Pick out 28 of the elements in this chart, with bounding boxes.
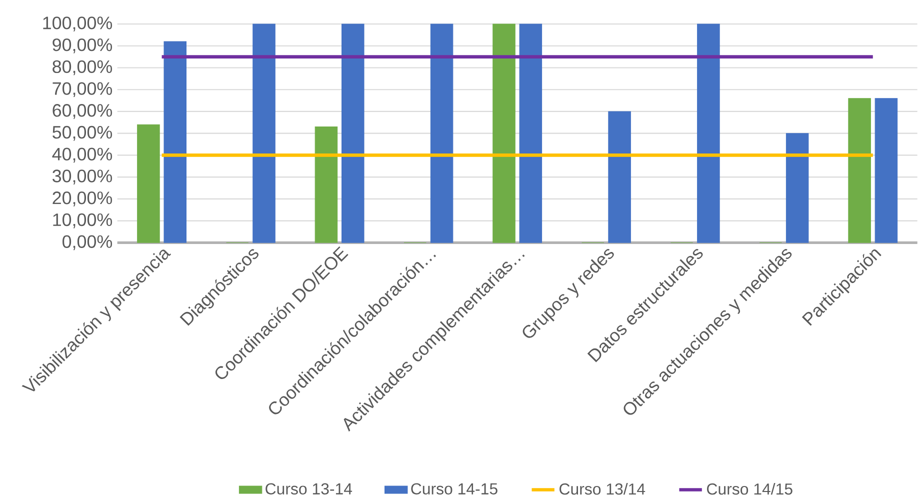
bar [137, 124, 160, 244]
y-tick-label: 60,00% [52, 104, 112, 120]
y-tick-label: 100,00% [43, 16, 112, 32]
bar [342, 24, 364, 244]
legend-label: Curso 13-14 [266, 483, 352, 495]
y-tick-label: 90,00% [52, 38, 112, 54]
y-tick-label: 10,00% [53, 214, 112, 228]
bar [786, 133, 809, 244]
y-tick-label: 50,00% [52, 126, 112, 141]
bar [314, 126, 338, 244]
bar [608, 111, 631, 244]
bar [697, 24, 720, 244]
legend-label: Curso 14/15 [707, 483, 792, 495]
y-tick-label: 80,00% [52, 60, 112, 76]
y-tick-label: 30,00% [52, 170, 112, 185]
bar [874, 98, 898, 244]
bar [492, 24, 516, 244]
bar [848, 98, 871, 244]
bar [430, 24, 454, 244]
y-tick-label: 0,00% [62, 235, 112, 250]
y-tick-label: 40,00% [52, 148, 112, 163]
bar [519, 24, 542, 244]
legend-label: Curso 14-15 [411, 483, 498, 495]
bar [252, 24, 276, 244]
y-tick-label: 20,00% [52, 192, 112, 207]
bar [164, 41, 186, 244]
legend-label: Curso 13/14 [560, 483, 646, 495]
y-tick-label: 70,00% [52, 82, 112, 98]
